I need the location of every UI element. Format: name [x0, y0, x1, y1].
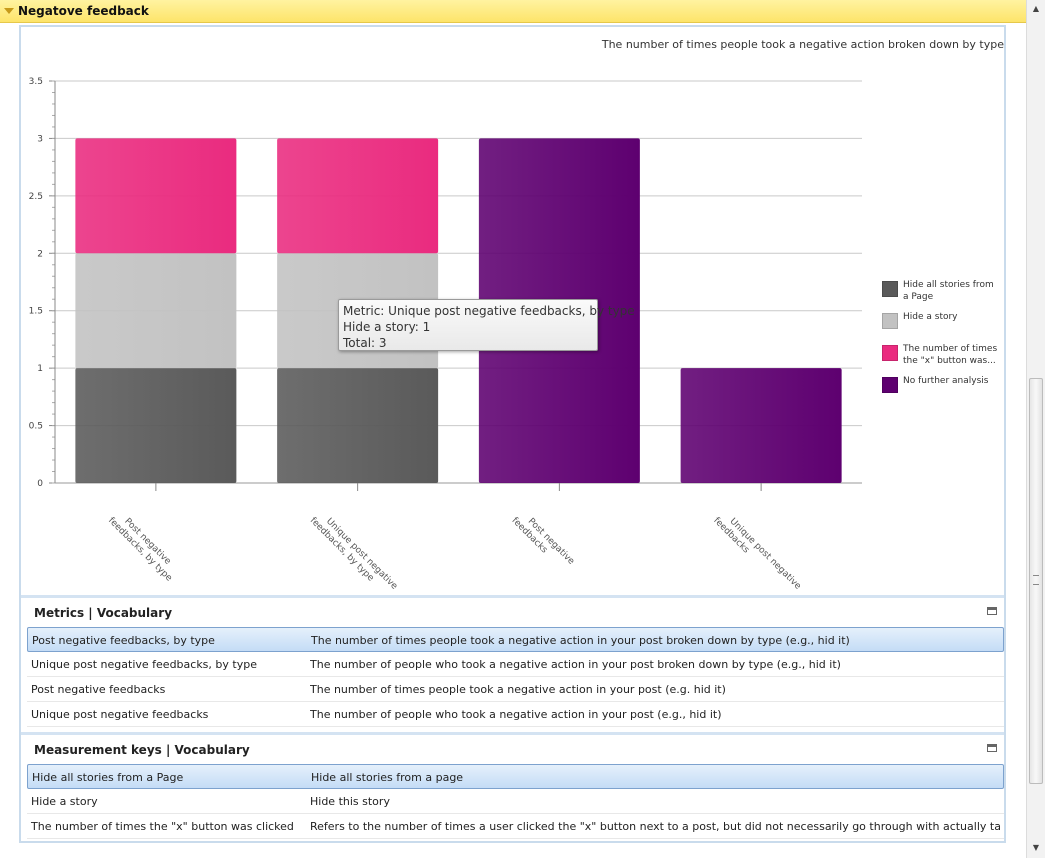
- y-tick-label: 1: [37, 364, 43, 374]
- row-name: Hide a story: [31, 795, 98, 808]
- x-tick-label-line: Unique post negative: [324, 517, 399, 592]
- y-tick-label: 2: [37, 249, 43, 259]
- bar: [75, 253, 237, 369]
- table-row[interactable]: Hide all stories from a Page Hide all sto…: [27, 764, 1004, 789]
- legend-item: No further analysis: [882, 375, 1002, 407]
- scroll-up-icon[interactable]: ▲: [1032, 4, 1040, 13]
- y-tick-label: 2.5: [29, 192, 43, 202]
- row-description: The number of people who took a negative…: [310, 658, 841, 671]
- chart-legend: Hide all stories from a Page Hide a story…: [882, 279, 1002, 407]
- y-tick-label: 3.5: [29, 77, 43, 87]
- y-tick-label: 3: [37, 134, 43, 144]
- bar: [277, 138, 439, 254]
- bar: [75, 368, 237, 483]
- scroll-down-icon[interactable]: ▼: [1032, 843, 1040, 852]
- legend-swatch: [882, 377, 898, 393]
- legend-label: The number of times the "x" button was..…: [903, 344, 998, 366]
- tooltip-metric: Metric: Unique post negative feedbacks, …: [343, 304, 635, 318]
- section-header[interactable]: Negatove feedback: [0, 0, 1026, 23]
- bar: [680, 368, 842, 483]
- collapse-icon[interactable]: [987, 744, 997, 752]
- tooltip-total: Total: 3: [343, 336, 387, 350]
- bar: [75, 138, 237, 254]
- keys-header[interactable]: Measurement keys | Vocabulary: [27, 737, 1004, 761]
- table-row[interactable]: Unique post negative feedbacks The number…: [27, 702, 1004, 727]
- row-name: Hide all stories from a Page: [32, 771, 184, 784]
- chart-subtitle: The number of times people took a negati…: [601, 38, 1004, 51]
- row-description: Hide this story: [310, 795, 390, 808]
- legend-item: Hide a story: [882, 311, 1002, 343]
- metrics-title: Metrics | Vocabulary: [34, 606, 173, 620]
- grip-icon: [1033, 575, 1039, 585]
- row-description: The number of times people took a negati…: [311, 634, 850, 647]
- legend-swatch: [882, 313, 898, 329]
- tooltip-value: Hide a story: 1: [343, 320, 431, 334]
- table-row[interactable]: Post negative feedbacks The number of tim…: [27, 677, 1004, 702]
- table-row[interactable]: Unique post negative feedbacks, by type T…: [27, 652, 1004, 677]
- row-name: Unique post negative feedbacks, by type: [31, 658, 257, 671]
- x-tick-label: Unique post negativefeedbacks: [711, 508, 803, 594]
- vertical-scrollbar[interactable]: ▲ ▼: [1026, 0, 1045, 858]
- scrollbar-thumb[interactable]: [1029, 378, 1043, 784]
- legend-item: The number of times the "x" button was..…: [882, 343, 1002, 375]
- x-tick-label: Unique post negativefeedbacks, by type: [308, 508, 400, 594]
- table-row[interactable]: The number of times the "x" button was c…: [27, 814, 1004, 839]
- table-row[interactable]: Hide a story Hide this story: [27, 789, 1004, 814]
- legend-swatch: [882, 281, 898, 297]
- row-name: Post negative feedbacks: [31, 683, 166, 696]
- row-description: The number of people who took a negative…: [310, 708, 722, 721]
- section-title: Negatove feedback: [18, 4, 149, 18]
- legend-label: Hide all stories from a Page: [903, 280, 994, 302]
- x-tick-label: Post negativefeedbacks, by type: [106, 508, 182, 584]
- y-tick-label: 0.5: [29, 422, 43, 432]
- x-tick-label-line: Unique post negative: [727, 517, 802, 592]
- x-tick-label: Post negativefeedbacks: [509, 508, 576, 575]
- row-name: The number of times the "x" button was c…: [31, 820, 294, 833]
- divider: [21, 595, 1004, 598]
- legend-swatch: [882, 345, 898, 361]
- collapse-icon[interactable]: [987, 607, 997, 615]
- y-tick-label: 0: [37, 479, 43, 489]
- collapse-arrow-icon[interactable]: [4, 8, 14, 14]
- row-description: The number of times people took a negati…: [310, 683, 726, 696]
- chart-tooltip: Metric: Unique post negative feedbacks, …: [338, 299, 635, 351]
- row-name: Unique post negative feedbacks: [31, 708, 209, 721]
- legend-item: Hide all stories from a Page: [882, 279, 1002, 311]
- y-tick-label: 1.5: [29, 307, 43, 317]
- keys-title: Measurement keys | Vocabulary: [34, 743, 250, 757]
- table-row[interactable]: Post negative feedbacks, by type The numb…: [27, 627, 1004, 652]
- row-description: Hide all stories from a page: [311, 771, 464, 784]
- legend-label: Hide a story: [903, 312, 958, 322]
- divider: [21, 732, 1004, 735]
- bar: [277, 368, 439, 483]
- metrics-header[interactable]: Metrics | Vocabulary: [27, 600, 1004, 624]
- row-description: Refers to the number of times a user cli…: [310, 820, 1000, 833]
- row-name: Post negative feedbacks, by type: [32, 634, 215, 647]
- legend-label: No further analysis: [903, 376, 989, 386]
